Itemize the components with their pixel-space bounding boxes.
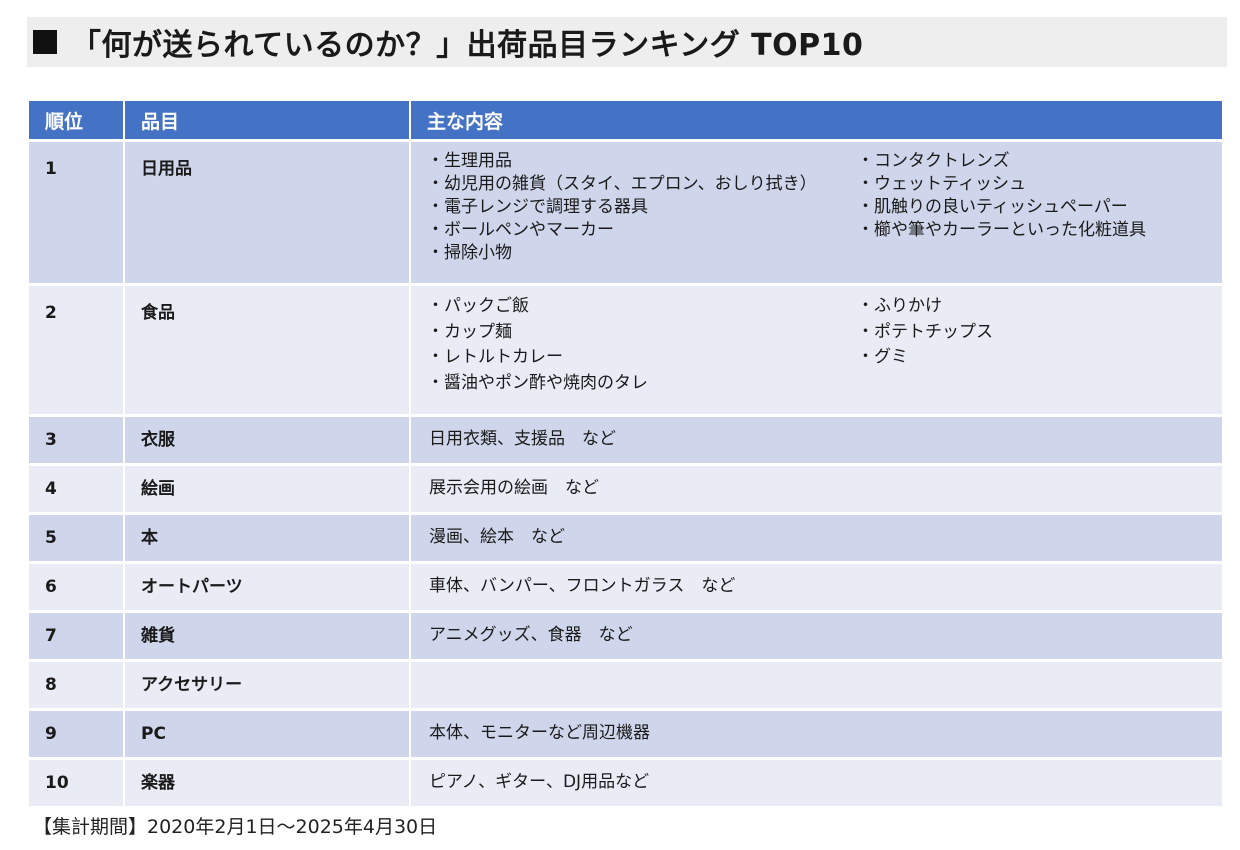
table-row: 1 日用品 ・生理用品 ・幼児用の雑貨（スタイ、エプロン、おしり拭き） ・電子レ… [29, 142, 1222, 283]
content-cell: 車体、バンパー、フロントガラス など [409, 564, 1222, 610]
rank-cell: 2 [29, 286, 123, 414]
item-cell: 食品 [123, 286, 409, 414]
item-cell: 衣服 [123, 417, 409, 463]
content-list-right: ・ふりかけ ・ポテトチップス ・グミ [857, 294, 993, 371]
content-list-left: ・パックご飯 ・カップ麺 ・レトルトカレー ・醤油やポン酢や焼肉のタレ [427, 294, 648, 396]
item-cell: 雑貨 [123, 613, 409, 659]
content-cell: 本体、モニターなど周辺機器 [409, 711, 1222, 757]
list-item: ・カップ麺 [427, 321, 512, 342]
list-item: ・電子レンジで調理する器具 [427, 197, 648, 217]
item-cell: 日用品 [123, 142, 409, 283]
page-title: 「何が送られているのか？」出荷品目ランキング TOP10 [71, 28, 864, 63]
square-bullet-icon [33, 30, 57, 54]
list-item: ・生理用品 [427, 151, 512, 171]
rank-cell: 5 [29, 515, 123, 561]
table-row: 6 オートパーツ 車体、バンパー、フロントガラス など [29, 564, 1222, 610]
content-cell: 漫画、絵本 など [409, 515, 1222, 561]
item-cell: 絵画 [123, 466, 409, 512]
content-cell: 展示会用の絵画 など [409, 466, 1222, 512]
table-row: 4 絵画 展示会用の絵画 など [29, 466, 1222, 512]
ranking-table: 順位 品目 主な内容 1 日用品 ・生理用品 ・幼児用の雑貨（スタイ、エプロン、… [29, 98, 1222, 809]
list-item: ・レトルトカレー [427, 347, 563, 367]
list-item: ・櫛や筆やカーラーといった化粧道具 [857, 220, 1146, 240]
header-item: 品目 [123, 101, 409, 139]
table-row: 9 PC 本体、モニターなど周辺機器 [29, 711, 1222, 757]
table-row: 7 雑貨 アニメグッズ、食器 など [29, 613, 1222, 659]
table-row: 8 アクセサリー [29, 662, 1222, 708]
rank-cell: 6 [29, 564, 123, 610]
table-row: 3 衣服 日用衣類、支援品 など [29, 417, 1222, 463]
list-item: ・ポテトチップス [857, 321, 993, 342]
content-list-left: ・生理用品 ・幼児用の雑貨（スタイ、エプロン、おしり拭き） ・電子レンジで調理す… [427, 150, 817, 265]
list-item: ・掃除小物 [427, 243, 512, 263]
table-header-row: 順位 品目 主な内容 [29, 101, 1222, 139]
aggregation-period-note: 【集計期間】2020年2月1日～2025年4月30日 [33, 816, 438, 838]
rank-cell: 8 [29, 662, 123, 708]
content-list-right: ・コンタクトレンズ ・ウェットティッシュ ・肌触りの良いティッシュペーパー ・櫛… [857, 150, 1146, 242]
table-row: 2 食品 ・パックご飯 ・カップ麺 ・レトルトカレー ・醤油やポン酢や焼肉のタレ… [29, 286, 1222, 414]
list-item: ・肌触りの良いティッシュペーパー [857, 197, 1128, 217]
list-item: ・パックご飯 [427, 296, 529, 316]
header-content: 主な内容 [409, 101, 1222, 139]
rank-cell: 10 [29, 760, 123, 806]
item-cell: 楽器 [123, 760, 409, 806]
rank-cell: 7 [29, 613, 123, 659]
content-cell: アニメグッズ、食器 など [409, 613, 1222, 659]
content-cell: 日用衣類、支援品 など [409, 417, 1222, 463]
title-bar: 「何が送られているのか？」出荷品目ランキング TOP10 [27, 17, 1227, 67]
list-item: ・ふりかけ [857, 296, 942, 316]
content-cell: ・パックご飯 ・カップ麺 ・レトルトカレー ・醤油やポン酢や焼肉のタレ ・ふりか… [409, 286, 1222, 414]
item-cell: オートパーツ [123, 564, 409, 610]
content-cell: ピアノ、ギター、DJ用品など [409, 760, 1222, 806]
content-cell [409, 662, 1222, 708]
rank-cell: 3 [29, 417, 123, 463]
list-item: ・ウェットティッシュ [857, 174, 1026, 194]
header-rank: 順位 [29, 101, 123, 139]
item-cell: アクセサリー [123, 662, 409, 708]
list-item: ・醤油やポン酢や焼肉のタレ [427, 372, 648, 393]
list-item: ・ボールペンやマーカー [427, 220, 614, 240]
list-item: ・グミ [857, 347, 908, 367]
list-item: ・幼児用の雑貨（スタイ、エプロン、おしり拭き） [427, 174, 817, 194]
table-row: 5 本 漫画、絵本 など [29, 515, 1222, 561]
rank-cell: 4 [29, 466, 123, 512]
item-cell: 本 [123, 515, 409, 561]
rank-cell: 9 [29, 711, 123, 757]
content-cell: ・生理用品 ・幼児用の雑貨（スタイ、エプロン、おしり拭き） ・電子レンジで調理す… [409, 142, 1222, 283]
table-row: 10 楽器 ピアノ、ギター、DJ用品など [29, 760, 1222, 806]
list-item: ・コンタクトレンズ [857, 151, 1010, 171]
item-cell: PC [123, 711, 409, 757]
rank-cell: 1 [29, 142, 123, 283]
